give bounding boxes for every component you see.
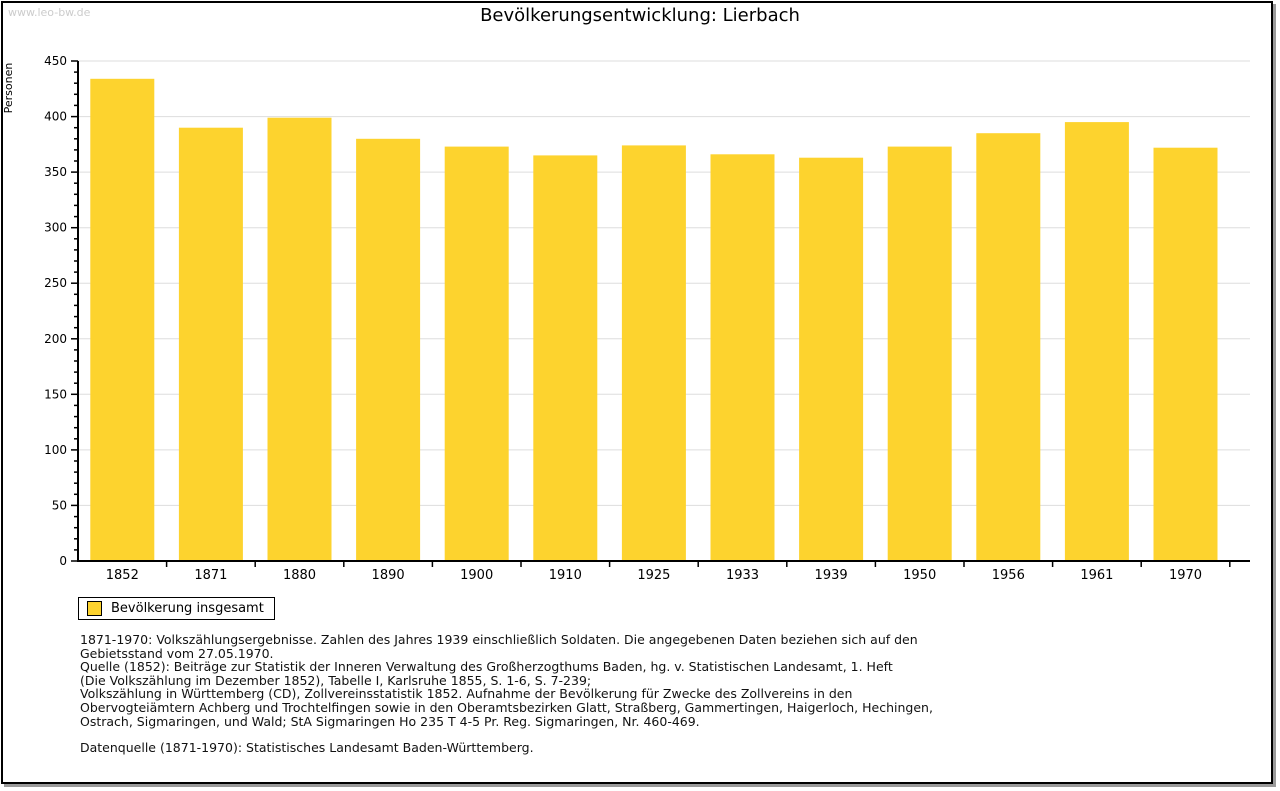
legend-swatch-icon — [87, 601, 102, 616]
page-title: Bevölkerungsentwicklung: Lierbach — [480, 5, 800, 26]
legend-label: Bevölkerung insgesamt — [111, 601, 264, 616]
footnotes: 1871-1970: Volkszählungsergebnisse. Zahl… — [80, 633, 1230, 755]
y-tick-label: 300 — [44, 221, 67, 235]
y-tick-label: 250 — [44, 276, 67, 290]
bar-1925 — [621, 145, 686, 561]
y-tick-label: 200 — [44, 332, 67, 346]
y-axis-title: Personen — [2, 63, 15, 114]
y-tick-label: 50 — [52, 498, 67, 512]
x-tick-label: 1970 — [1169, 568, 1202, 583]
y-tick-label: 0 — [59, 554, 67, 568]
chart-svg: 1852 1871 1880 1890 1900 1910 1925 1933 1939 1950… — [2, 54, 1250, 583]
bar-1956 — [976, 133, 1041, 561]
x-tick-label: 1956 — [992, 568, 1025, 583]
watermark: www.leo-bw.de — [8, 6, 91, 19]
bar-1890 — [356, 138, 421, 562]
bar-1961 — [1064, 122, 1129, 561]
footnote-line: Obervogteiämtern Achberg und Trochtelfin… — [80, 699, 933, 715]
x-tick-label: 1939 — [815, 568, 848, 583]
x-tick-label: 1852 — [106, 568, 139, 583]
bar-1939 — [799, 157, 864, 561]
y-tick-label: 150 — [44, 387, 67, 401]
y-tick-label: 100 — [44, 443, 67, 457]
bar-1871 — [178, 127, 243, 561]
bar-1970 — [1153, 147, 1218, 561]
bar-1910 — [533, 155, 598, 561]
bar-1900 — [444, 146, 509, 561]
x-tick-label: 1900 — [460, 568, 493, 583]
x-tick-label: 1950 — [903, 568, 936, 583]
footnote-line: 1871-1970: Volkszählungsergebnisse. Zahl… — [80, 632, 918, 647]
bar-1950 — [887, 146, 952, 561]
y-tick-label: 350 — [44, 165, 67, 179]
bar-1933 — [710, 154, 775, 562]
x-tick-label: 1890 — [372, 568, 405, 583]
datasource-line: Datenquelle (1871-1970): Statistisches L… — [80, 740, 534, 756]
footnote-line: Quelle (1852): Beiträge zur Statistik de… — [80, 659, 893, 675]
x-tick-label: 1910 — [549, 568, 582, 583]
x-tick-label: 1925 — [637, 568, 670, 583]
x-tick-label: 1880 — [283, 568, 316, 583]
legend: Bevölkerung insgesamt — [78, 597, 275, 620]
y-tick-label: 400 — [44, 110, 67, 124]
bar-1852 — [90, 78, 155, 562]
x-tick-label: 1961 — [1080, 568, 1113, 583]
footnote-line: Ostrach, Sigmaringen, und Wald; StA Sigm… — [80, 713, 700, 729]
footnote-line: Volkszählung in Württemberg (CD), Zollve… — [80, 686, 853, 702]
x-tick-label: 1933 — [726, 568, 759, 583]
footnote-line: (Die Volkszählung im Dezember 1852), Tab… — [80, 672, 592, 688]
x-tick-label: 1871 — [194, 568, 227, 583]
bar-1880 — [267, 117, 332, 561]
y-tick-label: 450 — [44, 54, 67, 68]
footnote-line: Gebietsstand vom 27.05.1970. — [80, 645, 274, 661]
population-bar-chart: 1852 1871 1880 1890 1900 1910 1925 1933 1939 1950… — [2, 54, 1250, 583]
